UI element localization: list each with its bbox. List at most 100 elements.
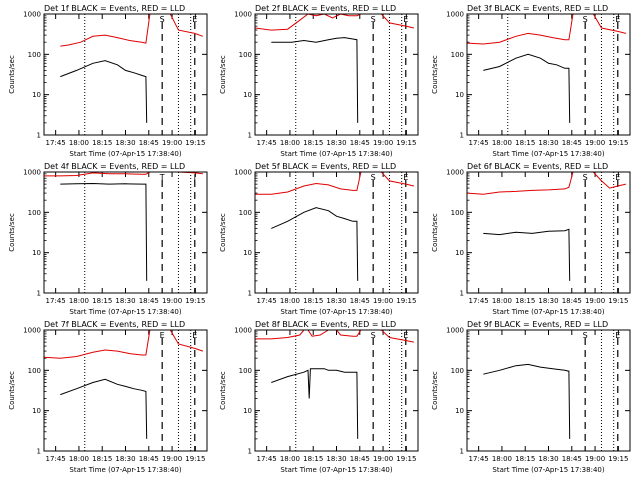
x-tick-label: 19:15 [608, 455, 628, 463]
x-tick-label: 18:45 [562, 297, 582, 305]
x-tick-label: 17:45 [46, 139, 66, 147]
x-tick-label: 18:15 [92, 455, 112, 463]
x-tick-label: 17:45 [46, 455, 66, 463]
x-tick-label: 17:45 [469, 455, 489, 463]
interval-marker-label: S [371, 331, 376, 340]
interval-marker-label: E [615, 331, 620, 340]
x-tick-label: 18:15 [303, 297, 323, 305]
y-axis-label: Counts/sec [219, 213, 227, 252]
panel-det-3: Det 3f BLACK = Events, RED = LLD Start Ti… [431, 4, 631, 158]
y-tick-label: 1 [37, 448, 41, 456]
plot-frame [254, 329, 419, 452]
x-tick-label: 19:15 [396, 139, 416, 147]
x-tick-label: 19:00 [585, 297, 605, 305]
y-tick-label: 1 [248, 448, 252, 456]
x-tick-label: 18:15 [303, 139, 323, 147]
y-axis-label: Counts/sec [8, 55, 16, 94]
y-tick-label: 1000 [446, 11, 464, 19]
panel-det-6: Det 6f BLACK = Events, RED = LLD Start Ti… [431, 162, 631, 316]
x-tick-label: 18:00 [69, 139, 89, 147]
series-line-events [60, 378, 148, 439]
y-tick-label: 1000 [234, 11, 252, 19]
series-line-events [60, 182, 148, 281]
x-tick-label: 18:30 [115, 139, 135, 147]
x-tick-label: 19:00 [585, 455, 605, 463]
interval-marker-label: E [615, 173, 620, 182]
x-tick-label: 19:00 [373, 297, 393, 305]
y-tick-label: 1 [460, 132, 464, 140]
panel-title: Det 5f BLACK = Events, RED = LLD [255, 162, 396, 171]
x-tick-label: 19:00 [373, 455, 393, 463]
x-tick-label: 19:00 [162, 297, 182, 305]
x-axis-label: Start Time (07-Apr-15 17:38:40) [280, 308, 392, 316]
x-tick-label: 18:30 [538, 297, 558, 305]
x-tick-label: 18:45 [350, 139, 370, 147]
x-tick-label: 18:45 [139, 297, 159, 305]
series-line-events [271, 368, 359, 439]
x-tick-label: 18:30 [326, 297, 346, 305]
x-tick-label: 18:15 [92, 139, 112, 147]
x-tick-label: 18:30 [326, 139, 346, 147]
y-tick-label: 100 [28, 51, 41, 59]
interval-marker-label: E [403, 15, 408, 24]
panel-det-1: Det 1f BLACK = Events, RED = LLD Start Ti… [8, 4, 208, 158]
y-tick-label: 1000 [234, 169, 252, 177]
y-tick-label: 100 [28, 209, 41, 217]
y-tick-label: 10 [32, 91, 41, 99]
x-tick-label: 17:45 [257, 139, 277, 147]
y-axis-label: Counts/sec [219, 55, 227, 94]
x-tick-label: 17:45 [257, 297, 277, 305]
interval-marker-label: E [403, 173, 408, 182]
x-tick-label: 19:00 [373, 139, 393, 147]
x-tick-label: 18:30 [115, 297, 135, 305]
series-line-lld [44, 330, 204, 359]
plot-frame [466, 329, 631, 452]
x-tick-label: 19:00 [162, 139, 182, 147]
y-tick-label: 1000 [23, 11, 41, 19]
x-tick-label: 17:45 [469, 139, 489, 147]
y-axis-label: Counts/sec [8, 371, 16, 410]
x-tick-label: 19:15 [608, 297, 628, 305]
y-tick-label: 100 [28, 367, 41, 375]
x-tick-label: 18:15 [515, 139, 535, 147]
x-tick-label: 18:00 [280, 455, 300, 463]
x-tick-label: 19:00 [585, 139, 605, 147]
x-tick-label: 18:15 [303, 455, 323, 463]
series-line-lld [467, 14, 627, 45]
interval-marker-label: S [160, 15, 165, 24]
x-tick-label: 18:30 [115, 455, 135, 463]
y-axis-label: Counts/sec [219, 371, 227, 410]
series-line-lld [255, 172, 415, 195]
interval-marker-label: S [371, 173, 376, 182]
x-axis-label: Start Time (07-Apr-15 17:38:40) [69, 466, 181, 474]
series-line-lld [255, 330, 414, 343]
x-tick-label: 18:00 [492, 297, 512, 305]
x-tick-label: 17:45 [469, 297, 489, 305]
panel-title: Det 1f BLACK = Events, RED = LLD [44, 4, 185, 13]
x-axis-label: Start Time (07-Apr-15 17:38:40) [69, 308, 181, 316]
y-tick-label: 1000 [446, 327, 464, 335]
x-tick-label: 18:15 [92, 297, 112, 305]
x-tick-label: 18:45 [350, 297, 370, 305]
x-tick-label: 17:45 [257, 455, 277, 463]
y-tick-label: 1 [248, 132, 252, 140]
panel-det-9: Det 9f BLACK = Events, RED = LLD Start Ti… [431, 320, 631, 474]
y-tick-label: 10 [32, 249, 41, 257]
interval-marker-label: E [403, 331, 408, 340]
plot-frame [466, 13, 631, 136]
panel-det-5: Det 5f BLACK = Events, RED = LLD Start Ti… [219, 162, 419, 316]
x-tick-label: 18:30 [538, 139, 558, 147]
series-line-events [271, 207, 359, 281]
x-tick-label: 18:00 [280, 297, 300, 305]
x-tick-label: 19:15 [396, 455, 416, 463]
x-tick-label: 18:45 [562, 139, 582, 147]
y-tick-label: 100 [239, 367, 252, 375]
x-tick-label: 18:00 [492, 139, 512, 147]
plot-frame [254, 13, 419, 136]
series-line-lld [44, 172, 203, 177]
panel-det-8: Det 8f BLACK = Events, RED = LLD Start Ti… [219, 320, 419, 474]
x-tick-label: 18:00 [280, 139, 300, 147]
x-axis-label: Start Time (07-Apr-15 17:38:40) [492, 466, 604, 474]
y-tick-label: 10 [243, 249, 252, 257]
y-tick-label: 10 [243, 407, 252, 415]
